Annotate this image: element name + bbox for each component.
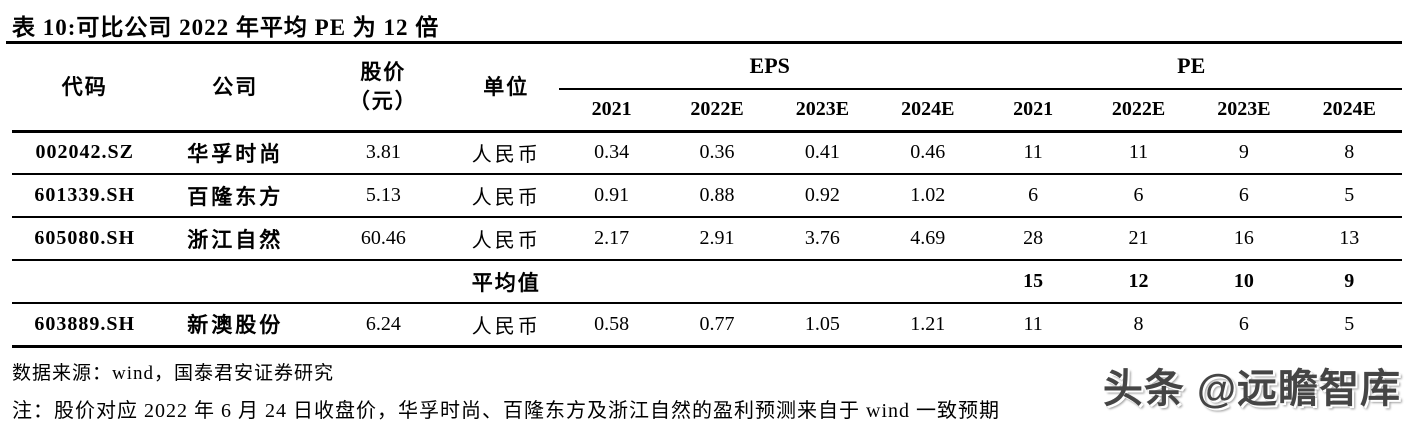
table-row-xinao: 603889.SH 新澳股份 6.24 人民币 0.58 0.77 1.05 1… — [12, 303, 1402, 346]
cell-pe-2021: 11 — [1023, 312, 1043, 335]
table-row-average: 平均值 15 12 10 9 — [12, 260, 1402, 303]
cell-avg-pe-2023e: 10 — [1233, 270, 1254, 292]
footnote-text: 注：股价对应 2022 年 6 月 24 日收盘价，华孚时尚、百隆东方及浙江自然… — [12, 400, 1000, 422]
cell-company: 百隆东方 — [187, 184, 284, 209]
header-eps-2023e: 2023E — [795, 98, 850, 121]
title-divider — [6, 41, 1402, 44]
cell-avg-pe-2024e: 9 — [1344, 270, 1355, 292]
cell-eps-2021: 0.58 — [594, 312, 630, 335]
cell-unit: 人民币 — [471, 315, 541, 338]
cell-pe-2022e: 11 — [1128, 141, 1149, 164]
header-pe-2024e: 2024E — [1322, 98, 1376, 121]
cell-pe-2023e: 16 — [1233, 227, 1254, 249]
cell-pe-2021: 11 — [1023, 141, 1043, 164]
cell-company: 华孚时尚 — [187, 141, 284, 166]
header-unit: 单位 — [483, 74, 530, 99]
header-price-line2: （元） — [348, 88, 418, 113]
header-price: 股价 （元） — [313, 44, 454, 131]
cell-eps-2023e: 0.92 — [804, 184, 840, 206]
cell-eps-2021: 0.34 — [594, 141, 630, 164]
cell-unit: 人民币 — [471, 144, 541, 167]
header-price-line1: 股价 — [360, 60, 407, 85]
cell-pe-2024e: 13 — [1339, 227, 1360, 249]
table-body: 002042.SZ 华孚时尚 3.81 人民币 0.34 0.36 0.41 0… — [12, 131, 1402, 346]
cell-pe-2024e: 5 — [1344, 184, 1355, 206]
table-header: 代码 公司 股价 （元） 单位 EPS PE 2021 2022E 2023E … — [12, 44, 1402, 131]
cell-code: 605080.SH — [34, 227, 136, 249]
cell-eps-2022e: 2.91 — [699, 227, 735, 249]
cell-unit: 人民币 — [471, 187, 541, 209]
cell-empty — [12, 260, 158, 303]
data-source-text: 数据来源：wind，国泰君安证券研究 — [12, 363, 335, 384]
header-code: 代码 — [61, 74, 108, 99]
cell-empty — [313, 260, 454, 303]
table-row-zhejiang: 605080.SH 浙江自然 60.46 人民币 2.17 2.91 3.76 … — [12, 217, 1402, 260]
header-group-row: 代码 公司 股价 （元） 单位 EPS PE — [12, 44, 1402, 113]
cell-eps-2021: 2.17 — [594, 227, 630, 249]
header-eps-2024e: 2024E — [901, 98, 955, 121]
cell-code: 603889.SH — [34, 312, 136, 335]
cell-eps-2021: 0.91 — [594, 184, 630, 206]
cell-price: 5.13 — [365, 184, 401, 206]
watermark-text: 头条 @远瞻智库 — [1102, 367, 1401, 411]
comparable-companies-table: 代码 公司 股价 （元） 单位 EPS PE 2021 2022E 2023E … — [12, 44, 1402, 348]
page-title: 表 10:可比公司 2022 年平均 PE 为 12 倍 — [12, 15, 440, 40]
cell-empty — [158, 260, 314, 303]
cell-eps-2022e: 0.88 — [699, 184, 735, 206]
cell-pe-2022e: 8 — [1133, 312, 1144, 335]
cell-pe-2021: 28 — [1023, 227, 1044, 249]
cell-eps-2024e: 1.02 — [910, 184, 946, 206]
cell-eps-2024e: 1.21 — [910, 312, 946, 335]
cell-empty — [875, 260, 980, 303]
cell-pe-2022e: 21 — [1128, 227, 1149, 249]
cell-company: 新澳股份 — [187, 313, 284, 338]
cell-price: 60.46 — [360, 227, 406, 249]
cell-eps-2022e: 0.77 — [699, 312, 735, 335]
cell-unit: 人民币 — [471, 230, 541, 252]
header-eps-group: EPS — [558, 44, 981, 90]
cell-pe-2023e: 9 — [1238, 141, 1249, 164]
cell-empty — [770, 260, 875, 303]
header-pe-2021: 2021 — [1013, 98, 1054, 121]
cell-eps-2024e: 4.69 — [910, 227, 946, 249]
header-eps-2022e: 2022E — [690, 98, 744, 121]
cell-price: 3.81 — [365, 141, 401, 164]
cell-eps-2023e: 1.05 — [804, 312, 840, 335]
header-eps-2021: 2021 — [591, 98, 632, 121]
cell-eps-2022e: 0.36 — [699, 141, 735, 164]
cell-avg-pe-2022e: 12 — [1128, 270, 1149, 292]
cell-pe-2022e: 6 — [1133, 184, 1144, 206]
cell-avg-pe-2021: 15 — [1023, 270, 1044, 292]
header-years-row: 2021 2022E 2023E 2024E 2021 2022E 2023E … — [12, 89, 1402, 131]
header-pe-group: PE — [980, 44, 1402, 90]
cell-company: 浙江自然 — [187, 227, 284, 252]
cell-eps-2024e: 0.46 — [910, 141, 946, 164]
header-pe-2022e: 2022E — [1111, 98, 1166, 121]
cell-pe-2024e: 5 — [1344, 312, 1355, 335]
cell-pe-2021: 6 — [1028, 184, 1039, 206]
table-row-huafu: 002042.SZ 华孚时尚 3.81 人民币 0.34 0.36 0.41 0… — [12, 131, 1402, 174]
cell-empty — [559, 260, 664, 303]
header-company: 公司 — [212, 74, 259, 99]
cell-eps-2023e: 3.76 — [804, 227, 840, 249]
cell-code: 601339.SH — [34, 184, 136, 206]
cell-price: 6.24 — [365, 312, 401, 335]
cell-average-label: 平均值 — [471, 270, 541, 295]
cell-pe-2023e: 6 — [1238, 184, 1249, 206]
cell-eps-2023e: 0.41 — [804, 141, 840, 164]
cell-empty — [664, 260, 769, 303]
cell-pe-2023e: 6 — [1238, 312, 1249, 335]
header-pe-2023e: 2023E — [1217, 98, 1271, 121]
cell-code: 002042.SZ — [35, 141, 134, 164]
table-row-bailong: 601339.SH 百隆东方 5.13 人民币 0.91 0.88 0.92 1… — [12, 174, 1402, 217]
cell-pe-2024e: 8 — [1344, 141, 1355, 164]
